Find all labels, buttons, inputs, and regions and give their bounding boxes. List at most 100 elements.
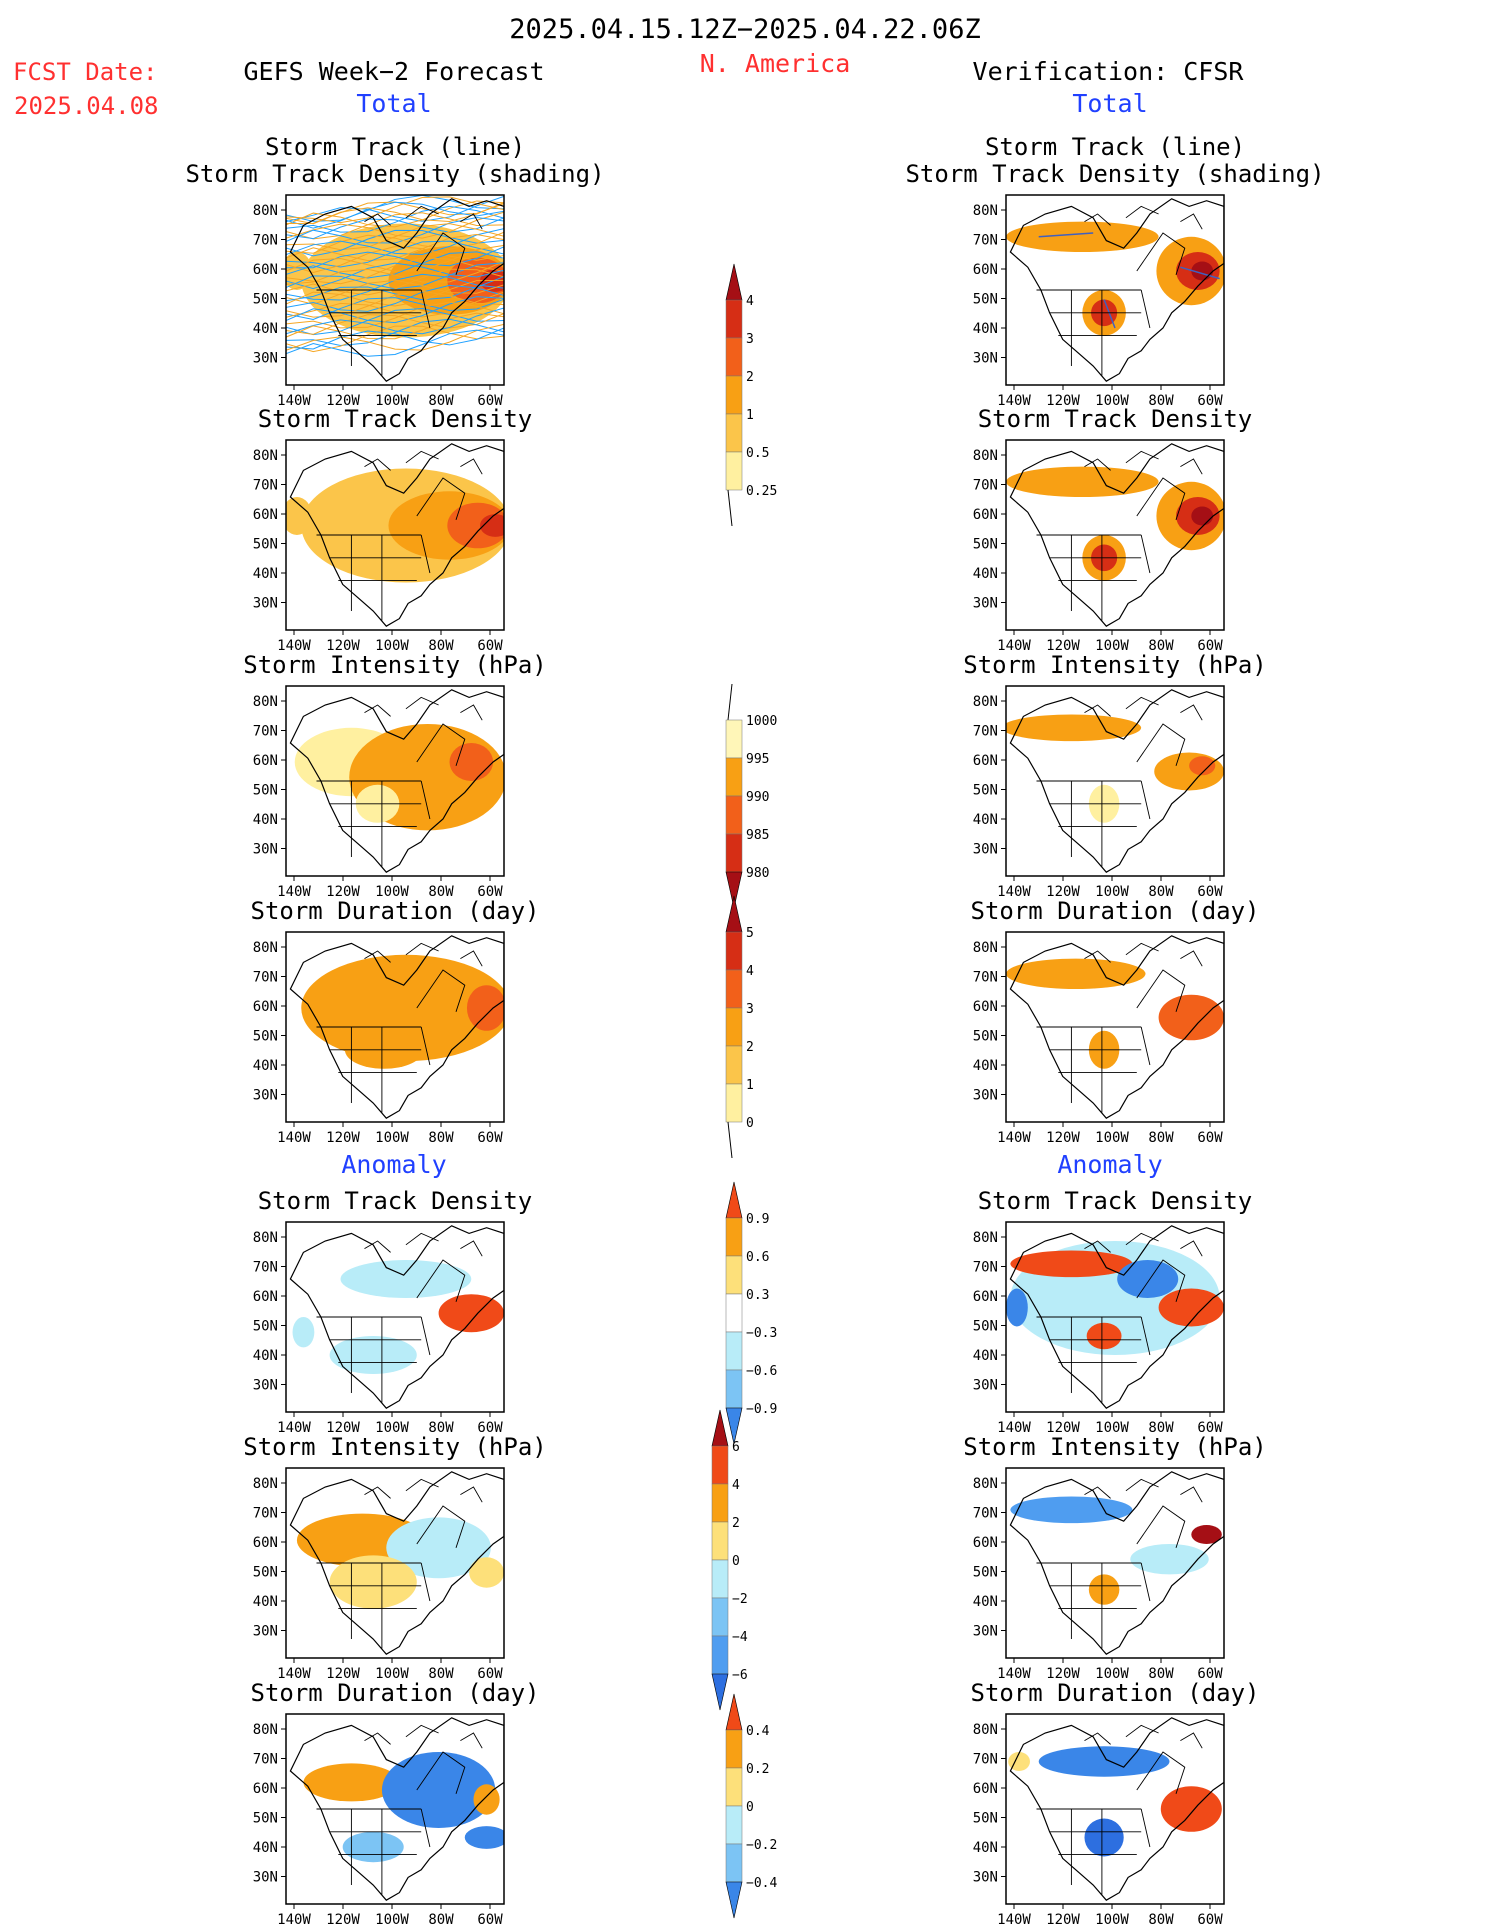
colorbar-segment: [725, 1045, 743, 1085]
fcst-date-label: FCST Date:: [13, 58, 158, 86]
colorbar-label: 985: [746, 828, 769, 843]
colorbar-arrow: [711, 1409, 729, 1447]
lat-label: 70N: [973, 233, 998, 249]
coastline: [1009, 689, 1224, 873]
shading-region: [1189, 756, 1216, 776]
storm-track-line: [286, 195, 504, 222]
storm-track-line: [286, 318, 504, 346]
shading-region: [1008, 1752, 1030, 1771]
lat-label: 40N: [253, 1594, 278, 1610]
lon-label: 120W: [326, 393, 360, 409]
storm-track-line: [286, 233, 504, 262]
lon-label: 100W: [1095, 884, 1129, 900]
map-frame: [285, 931, 505, 1123]
lat-label: 30N: [973, 1624, 998, 1640]
right-total-label: Total: [1072, 89, 1147, 118]
lat-label: 80N: [253, 694, 278, 710]
lat-label: 50N: [253, 537, 278, 553]
map-panels: Storm Track (line)Storm Track Density (s…: [185, 133, 1324, 1925]
lon-label: 140W: [997, 884, 1031, 900]
shading-region: [1010, 1496, 1133, 1524]
map-frame: [1005, 194, 1225, 386]
map-panel-right-1: Storm Track (line)Storm Track Density (s…: [905, 133, 1324, 409]
boundary-line: [420, 1026, 431, 1066]
colorbar-arrow: [725, 895, 743, 933]
storm-track-line: [1180, 266, 1220, 280]
boundary-line: [1140, 289, 1151, 329]
colorbar-segment: [725, 1843, 743, 1883]
lat-label: 80N: [973, 1476, 998, 1492]
map-area: [1006, 932, 1224, 1122]
lat-label: 40N: [973, 1058, 998, 1074]
boundary-line: [1136, 1259, 1186, 1302]
lat-label: 30N: [253, 1624, 278, 1640]
lat-label: 80N: [253, 940, 278, 956]
shading-region: [1086, 1322, 1122, 1350]
lat-label: 50N: [973, 292, 998, 308]
map-panel-left-3: Storm Intensity (hPa) 80N 70N 60N 50N 40N 30N 1…: [243, 651, 546, 900]
boundary-line: [364, 704, 391, 717]
colorbar-arrow: [725, 871, 743, 909]
colorbar-arrow: [725, 1881, 743, 1919]
colorbar-label: 0.25: [746, 484, 777, 499]
boundary-line: [1180, 213, 1203, 230]
colorbar-label: 4: [746, 294, 754, 309]
left-total-label: Total: [356, 89, 431, 118]
colorbar-density-anomaly: 0.9 0.6 0.3 −0.3 −0.6 −0.9: [725, 1181, 777, 1445]
colorbar-label: −2: [732, 1592, 748, 1607]
map-frame: [1005, 1713, 1225, 1905]
map-area: [286, 1714, 504, 1904]
lat-label: 60N: [973, 999, 998, 1015]
panel-title: Storm Duration (day): [971, 1679, 1260, 1707]
colorbar-label: 1: [746, 1078, 754, 1093]
storm-track-line: [286, 211, 504, 239]
lat-label: 50N: [253, 1565, 278, 1581]
boundary-line: [1084, 704, 1111, 717]
coastline: [289, 1225, 504, 1409]
lat-label: 70N: [253, 1260, 278, 1276]
lon-label: 140W: [277, 1912, 311, 1925]
lat-label: 60N: [253, 1289, 278, 1305]
map-panel-right-3: Storm Intensity (hPa) 80N 70N 60N 50N 40N 30N 1…: [963, 651, 1266, 900]
boundary-line: [1180, 1240, 1203, 1257]
colorbar-segment: [725, 1217, 743, 1257]
shading-region: [1088, 1574, 1120, 1605]
lon-label: 80W: [1148, 1420, 1174, 1436]
boundary-line: [1084, 1486, 1111, 1499]
lon-label: 60W: [1197, 884, 1223, 900]
shading-region: [1130, 1544, 1209, 1575]
colorbar-segment: [725, 757, 743, 797]
colorbar-segment: [725, 931, 743, 971]
boundary-line: [1125, 942, 1159, 956]
lon-label: 140W: [277, 884, 311, 900]
boundary-line: [364, 1732, 391, 1745]
lat-label: 30N: [253, 596, 278, 612]
map-frame: [285, 1467, 505, 1659]
time-range-title: 2025.04.15.12Z−2025.04.22.06Z: [509, 14, 980, 45]
lat-label: 40N: [253, 812, 278, 828]
lat-label: 50N: [973, 1319, 998, 1335]
boundary-line: [1125, 1478, 1159, 1492]
colorbar-intensity-anomaly: 6 4 2 0 −2 −4 −6: [711, 1409, 748, 1711]
storm-track-line: [286, 297, 504, 320]
colorbar-tail: [727, 489, 733, 527]
colorbar-segment: [725, 969, 743, 1009]
storm-track-line: [286, 202, 504, 224]
boundary-line: [460, 213, 483, 230]
boundary-line: [420, 1562, 431, 1602]
lon-label: 60W: [477, 1420, 503, 1436]
shading-region: [1006, 714, 1142, 742]
lon-label: 80W: [1148, 393, 1174, 409]
lat-label: 80N: [253, 448, 278, 464]
shading-region: [1160, 1786, 1222, 1832]
lat-label: 50N: [973, 783, 998, 799]
right-anomaly-label: Anomaly: [1057, 1150, 1162, 1179]
colorbar-label: −4: [732, 1630, 748, 1645]
boundary-line: [405, 1478, 439, 1492]
boundary-line: [405, 1724, 439, 1738]
lon-label: 140W: [997, 1912, 1031, 1925]
lon-label: 120W: [326, 1912, 360, 1925]
lon-label: 120W: [1046, 1666, 1080, 1682]
lat-label: 80N: [253, 1722, 278, 1738]
lat-label: 30N: [253, 1378, 278, 1394]
